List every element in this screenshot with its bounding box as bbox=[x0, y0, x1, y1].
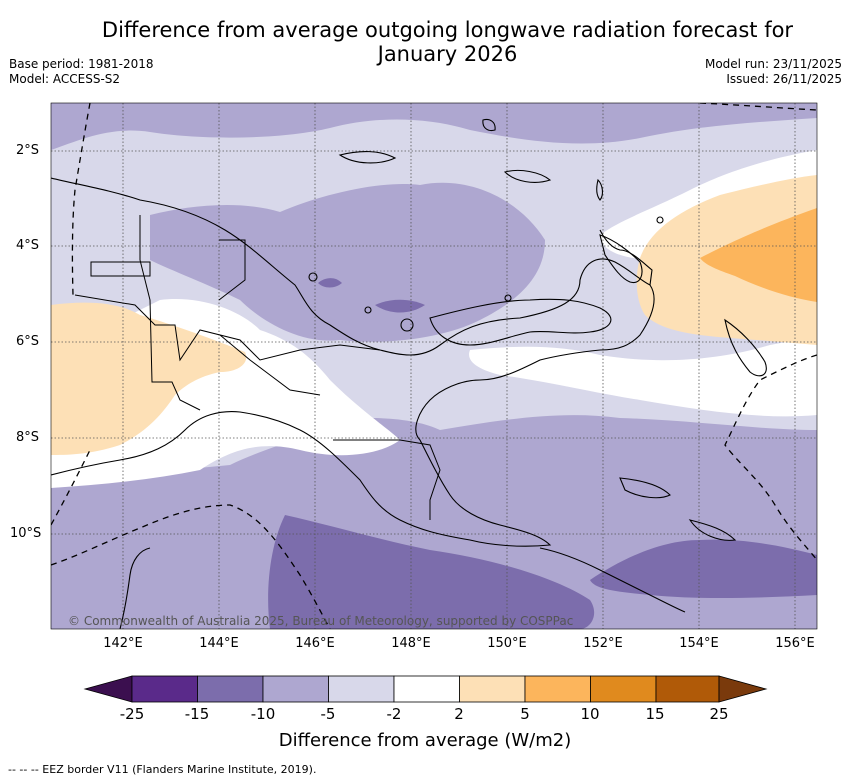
cb-bin-9 bbox=[655, 675, 720, 703]
anomaly-field bbox=[51, 103, 817, 629]
cb-tick-15: 15 bbox=[645, 705, 665, 723]
field-southeast-dark bbox=[590, 539, 817, 599]
eez-borders bbox=[51, 103, 817, 629]
colorbar-title: Difference from average (W/m2) bbox=[278, 730, 572, 751]
chart-title: Difference from average outgoing longwav… bbox=[100, 18, 795, 66]
meta-right: Model run: 23/11/2025 Issued: 26/11/2025 bbox=[705, 57, 842, 87]
cb-bin-4 bbox=[328, 675, 395, 703]
model-name: Model: ACCESS-S2 bbox=[9, 72, 121, 86]
colorbar bbox=[83, 675, 768, 703]
cb-extend-min bbox=[83, 675, 133, 703]
cb-extend-max bbox=[718, 675, 768, 703]
cb-bin-3 bbox=[262, 675, 329, 703]
lat-label-4s: 4°S bbox=[16, 238, 40, 253]
eez-footnote: -- -- -- EEZ border V11 (Flanders Marine… bbox=[8, 763, 317, 776]
map-frame bbox=[50, 102, 818, 630]
field-center-dark bbox=[375, 299, 425, 313]
lon-label-150e: 150°E bbox=[487, 636, 527, 651]
cb-tick-10: 10 bbox=[580, 705, 600, 723]
borders bbox=[74, 215, 441, 520]
lon-label-154e: 154°E bbox=[679, 636, 719, 651]
cb-tick-neg5: -5 bbox=[320, 705, 336, 723]
gridlines bbox=[51, 103, 817, 629]
lat-label-10s: 10°S bbox=[10, 526, 42, 541]
cb-tick-25: 25 bbox=[709, 705, 729, 723]
lon-label-142e: 142°E bbox=[103, 636, 143, 651]
cb-bin-2 bbox=[197, 675, 264, 703]
coastlines bbox=[51, 118, 767, 629]
field-white-east bbox=[469, 339, 817, 417]
copyright-notice: © Commonwealth of Australia 2025, Bureau… bbox=[68, 614, 574, 628]
lon-label-144e: 144°E bbox=[199, 636, 239, 651]
issued-date: Issued: 26/11/2025 bbox=[726, 72, 842, 86]
lon-label-152e: 152°E bbox=[583, 636, 623, 651]
cb-bin-7 bbox=[524, 675, 591, 703]
cb-tick-neg2: -2 bbox=[386, 705, 402, 723]
cb-bin-6 bbox=[459, 675, 526, 703]
lon-label-156e: 156°E bbox=[775, 636, 815, 651]
lon-label-148e: 148°E bbox=[391, 636, 431, 651]
field-central-blob bbox=[150, 182, 545, 342]
cb-tick-neg10: -10 bbox=[250, 705, 276, 723]
field-peach-west bbox=[51, 302, 247, 455]
lat-label-2s: 2°S bbox=[16, 143, 40, 158]
lat-label-6s: 6°S bbox=[16, 334, 40, 349]
cb-tick-neg25: -25 bbox=[119, 705, 145, 723]
cb-tick-neg15: -15 bbox=[184, 705, 210, 723]
lat-label-8s: 8°S bbox=[16, 430, 40, 445]
model-run: Model run: 23/11/2025 bbox=[704, 57, 842, 71]
base-period: Base period: 1981-2018 bbox=[9, 57, 154, 71]
title-line-2: January 2026 bbox=[377, 42, 518, 66]
meta-left: Base period: 1981-2018 Model: ACCESS-S2 bbox=[9, 57, 154, 87]
cb-bin-1 bbox=[131, 675, 198, 703]
field-top-band bbox=[51, 103, 817, 150]
field-small-dark bbox=[318, 278, 342, 288]
cb-tick-5: 5 bbox=[520, 705, 530, 723]
cb-bin-5 bbox=[393, 675, 460, 703]
cb-tick-2: 2 bbox=[454, 705, 464, 723]
cb-bin-8 bbox=[590, 675, 657, 703]
title-line-1: Difference from average outgoing longwav… bbox=[101, 18, 794, 42]
field-south-dark bbox=[268, 515, 595, 629]
lon-label-146e: 146°E bbox=[295, 636, 335, 651]
field-orange-east bbox=[700, 208, 817, 302]
